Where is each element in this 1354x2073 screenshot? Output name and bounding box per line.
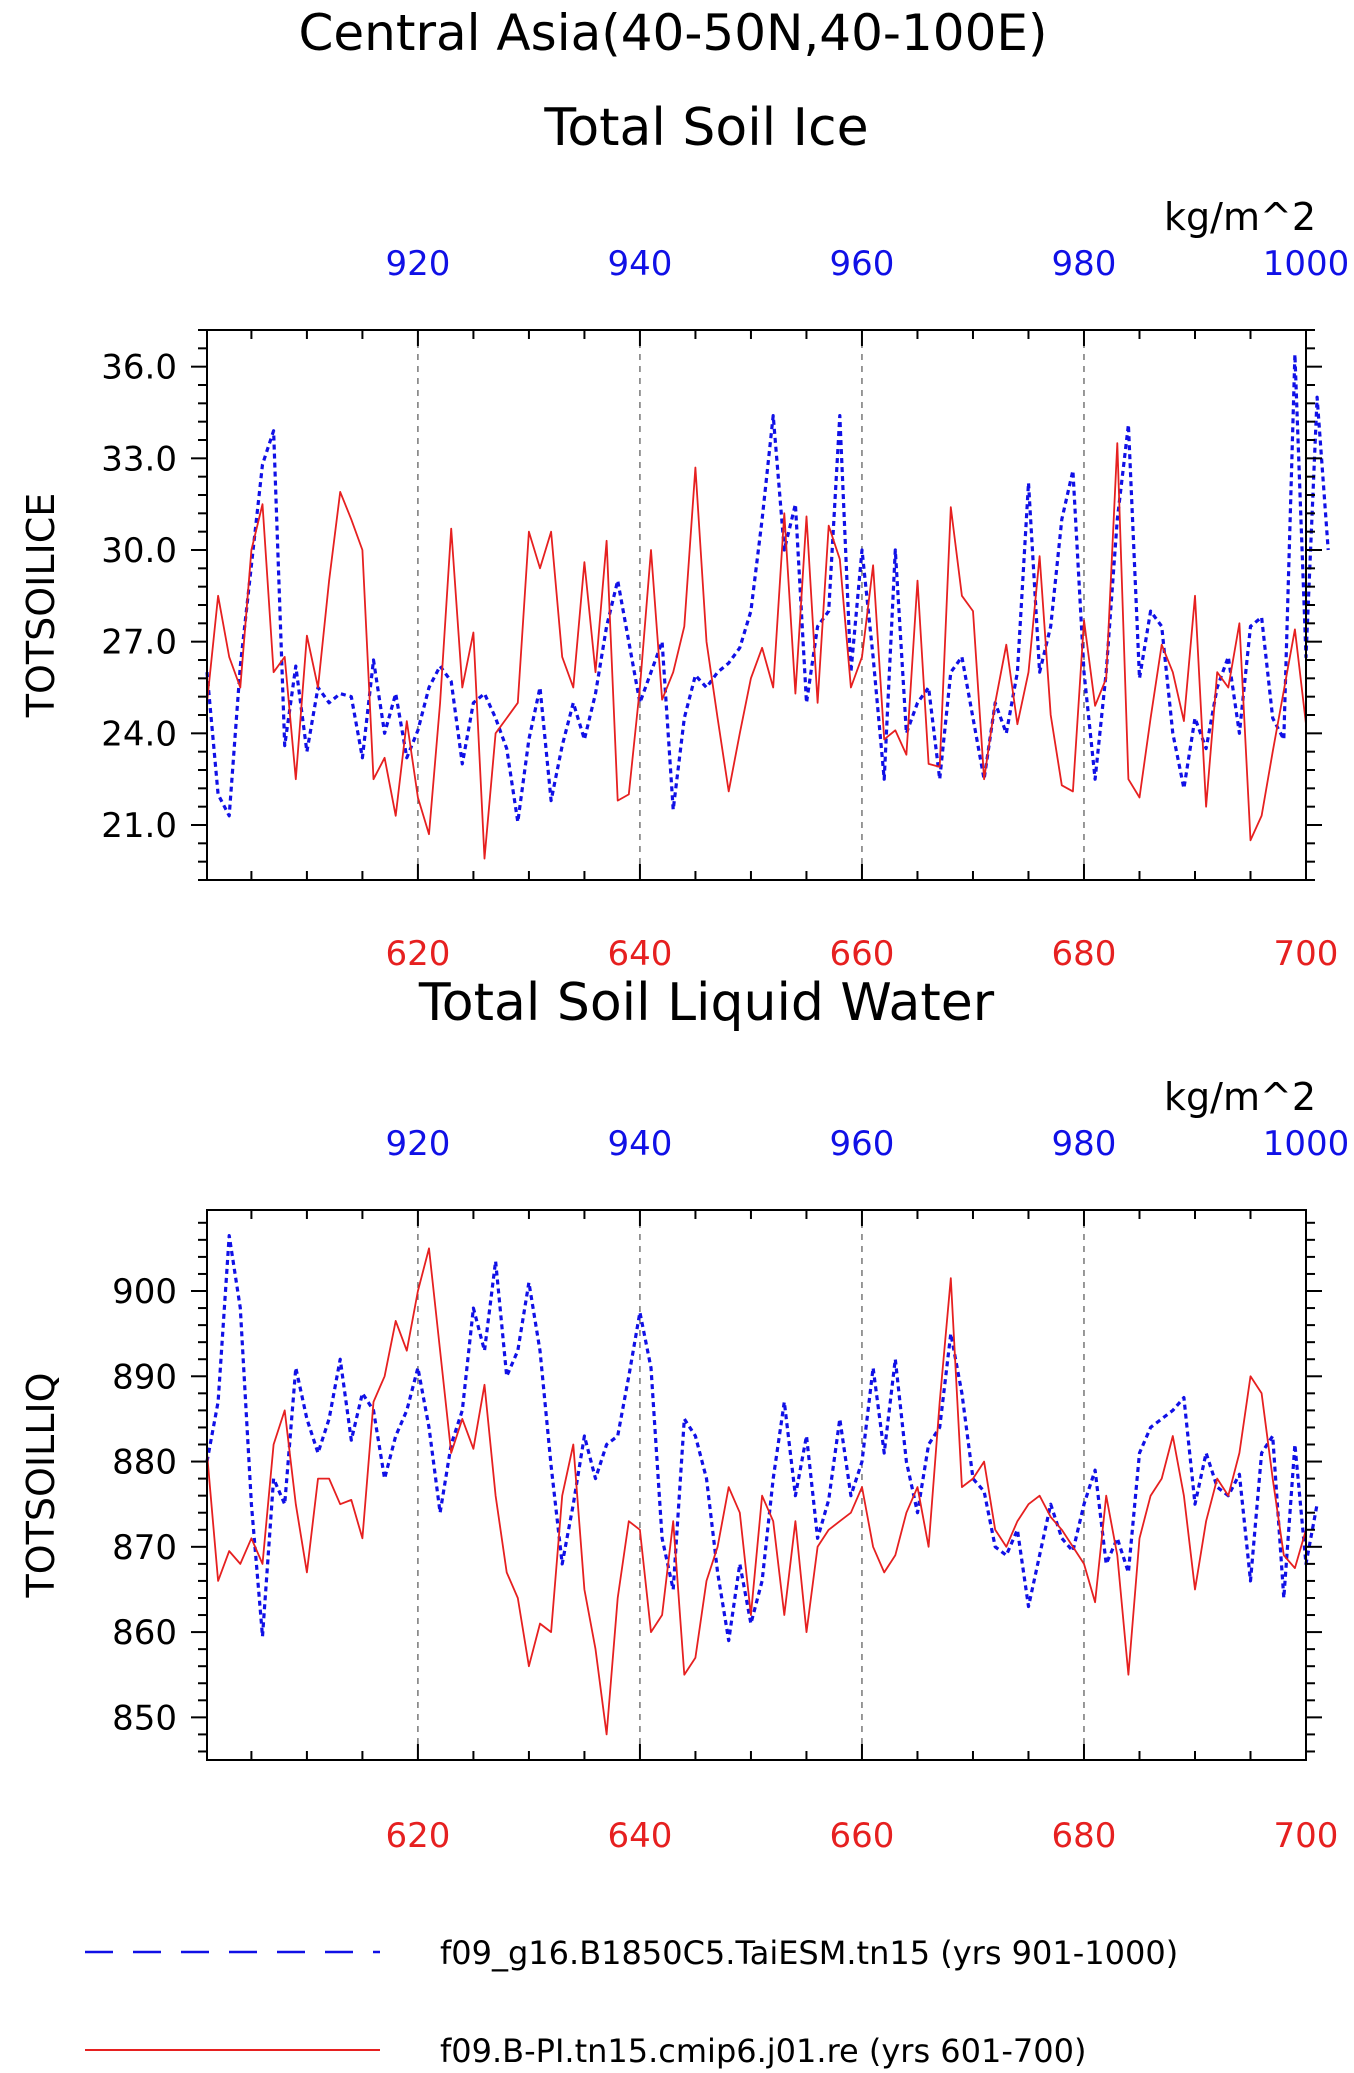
x-tick-label-bottom: 620 [385, 1816, 450, 1856]
y-axis-label: TOTSOILLIQ [19, 1372, 63, 1598]
units-label: kg/m^2 [1164, 1075, 1316, 1119]
y-tick-label: 21.0 [101, 806, 177, 846]
legend-label-2: f09.B-PI.tn15.cmip6.j01.re (yrs 601-700) [440, 2032, 1086, 2070]
y-tick-label: 880 [112, 1443, 177, 1483]
x-tick-label-bottom: 640 [607, 1816, 672, 1856]
y-tick-label: 860 [112, 1613, 177, 1653]
x-tick-label-bottom: 660 [830, 1816, 895, 1856]
y-tick-label: 850 [112, 1698, 177, 1738]
y-tick-label: 24.0 [101, 714, 177, 754]
x-tick-label-bottom: 640 [607, 934, 672, 974]
chart-panel-1: Total Soil Ice kg/m^2 TOTSOILICE 620 640 660 6… [19, 98, 1349, 974]
x-tick-label-bottom: 660 [830, 934, 895, 974]
x-tick-label-top: 1000 [1263, 1124, 1350, 1164]
main-title: Central Asia(40-50N,40-100E) [298, 4, 1047, 62]
series-line-cmip6 [206, 1247, 1307, 1736]
units-label: kg/m^2 [1164, 195, 1316, 239]
y-tick-label: 900 [112, 1272, 177, 1312]
y-tick-label: 890 [112, 1357, 177, 1397]
panel-title: Total Soil Ice [543, 98, 868, 158]
plot-frame [206, 1209, 1307, 1761]
x-tick-label-top: 920 [385, 1124, 450, 1164]
x-tick-label-top: 920 [385, 244, 450, 284]
y-axis-label: TOTSOILICE [19, 493, 63, 719]
legend-label-1: f09_g16.B1850C5.TaiESM.tn15 (yrs 901-100… [440, 1934, 1178, 1972]
x-tick-label-top: 940 [607, 244, 672, 284]
y-tick-label: 30.0 [101, 531, 177, 571]
x-tick-label-bottom: 700 [1274, 1816, 1339, 1856]
x-tick-label-bottom: 620 [385, 934, 450, 974]
series-line-taiesm [205, 1233, 1319, 1643]
x-tick-label-top: 960 [830, 1124, 895, 1164]
x-tick-label-bottom: 680 [1052, 1816, 1117, 1856]
x-tick-label-bottom: 700 [1274, 934, 1339, 974]
x-tick-label-top: 940 [607, 1124, 672, 1164]
y-tick-label: 27.0 [101, 623, 177, 663]
x-tick-label-bottom: 680 [1052, 934, 1117, 974]
y-tick-label: 870 [112, 1528, 177, 1568]
y-tick-label: 33.0 [101, 439, 177, 479]
x-tick-label-top: 980 [1052, 1124, 1117, 1164]
plot-frame [206, 329, 1307, 881]
series-line-taiesm [205, 352, 1330, 824]
chart-panel-2: Total Soil Liquid Water kg/m^2 TOTSOILLIQ 6… [19, 973, 1349, 1856]
x-tick-label-top: 960 [830, 244, 895, 284]
y-tick-label: 36.0 [101, 348, 177, 388]
legend: f09_g16.B1850C5.TaiESM.tn15 (yrs 901-100… [85, 1934, 1178, 2070]
panel-title: Total Soil Liquid Water [418, 973, 995, 1033]
x-tick-label-top: 1000 [1263, 244, 1350, 284]
series-line-cmip6 [206, 442, 1307, 860]
x-tick-label-top: 980 [1052, 244, 1117, 284]
